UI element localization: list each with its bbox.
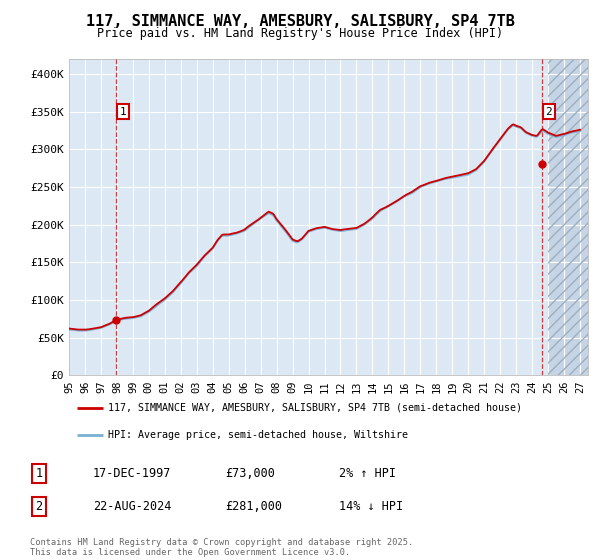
Text: £73,000: £73,000: [225, 466, 275, 480]
Text: 22-AUG-2024: 22-AUG-2024: [93, 500, 172, 514]
Text: HPI: Average price, semi-detached house, Wiltshire: HPI: Average price, semi-detached house,…: [108, 430, 408, 440]
Text: 17-DEC-1997: 17-DEC-1997: [93, 466, 172, 480]
Text: 117, SIMMANCE WAY, AMESBURY, SALISBURY, SP4 7TB: 117, SIMMANCE WAY, AMESBURY, SALISBURY, …: [86, 14, 514, 29]
Text: 2% ↑ HPI: 2% ↑ HPI: [339, 466, 396, 480]
Text: £281,000: £281,000: [225, 500, 282, 514]
Text: 14% ↓ HPI: 14% ↓ HPI: [339, 500, 403, 514]
Text: 2: 2: [35, 500, 43, 514]
Bar: [548, 59, 588, 375]
Text: 117, SIMMANCE WAY, AMESBURY, SALISBURY, SP4 7TB (semi-detached house): 117, SIMMANCE WAY, AMESBURY, SALISBURY, …: [108, 403, 522, 413]
Text: Price paid vs. HM Land Registry's House Price Index (HPI): Price paid vs. HM Land Registry's House …: [97, 27, 503, 40]
Text: 1: 1: [119, 106, 126, 116]
Text: 1: 1: [35, 466, 43, 480]
Bar: [548, 59, 588, 375]
Text: Contains HM Land Registry data © Crown copyright and database right 2025.
This d: Contains HM Land Registry data © Crown c…: [30, 538, 413, 557]
Text: 2: 2: [545, 106, 552, 116]
